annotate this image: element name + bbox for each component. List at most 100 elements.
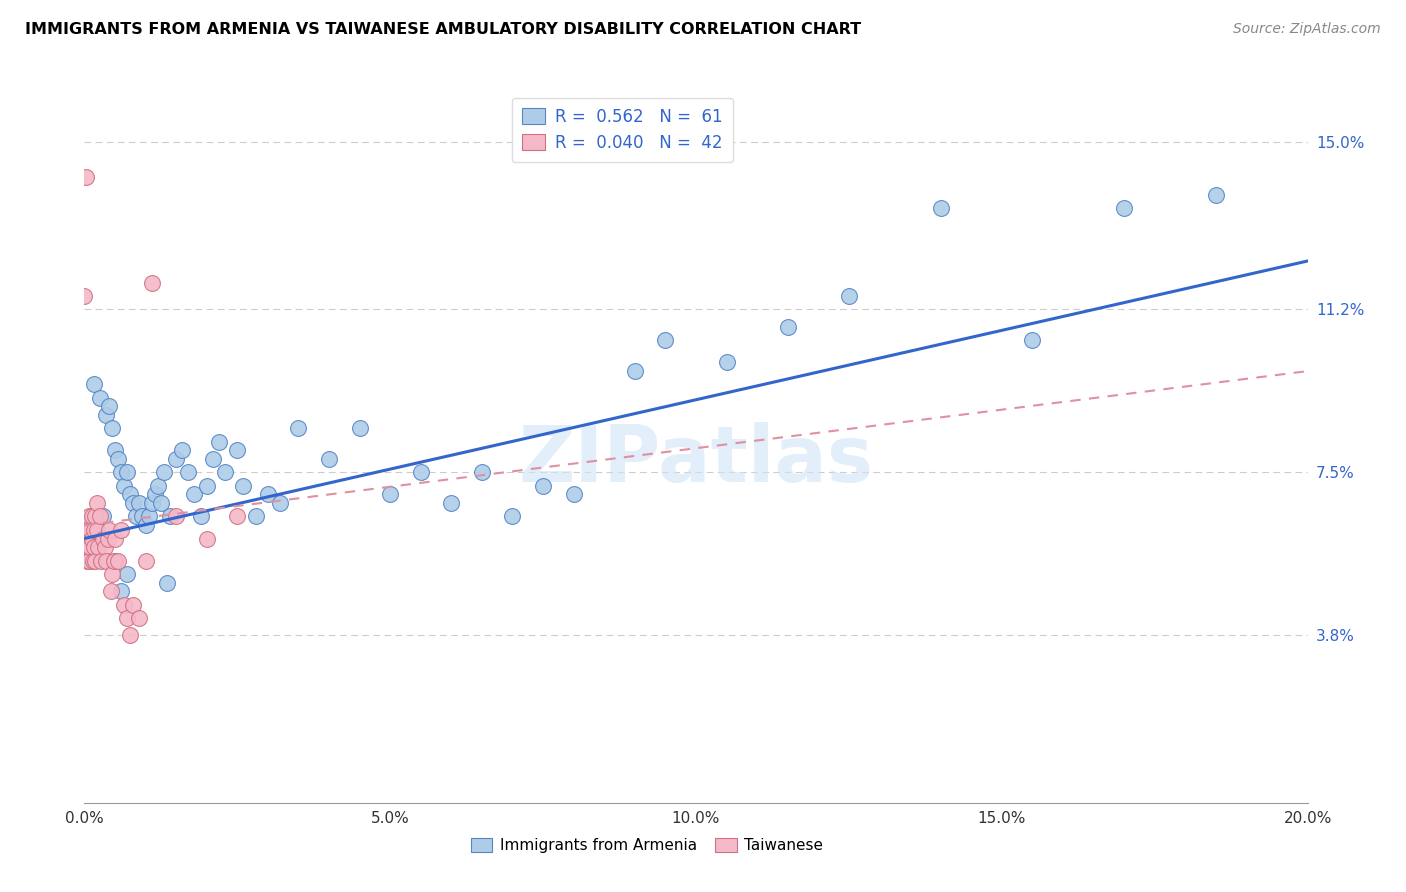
Point xyxy=(135,553,157,567)
Point xyxy=(153,466,176,480)
Point xyxy=(104,532,127,546)
Point xyxy=(80,509,103,524)
Point xyxy=(269,496,291,510)
Point xyxy=(77,509,100,524)
Point xyxy=(654,333,676,347)
Point xyxy=(80,532,103,546)
Point xyxy=(104,443,127,458)
Point xyxy=(131,509,153,524)
Point xyxy=(115,566,138,581)
Point xyxy=(76,541,98,555)
Point xyxy=(90,553,112,567)
Point xyxy=(776,320,799,334)
Point xyxy=(97,532,120,546)
Point xyxy=(89,391,111,405)
Point xyxy=(110,523,132,537)
Text: ZIPatlas: ZIPatlas xyxy=(519,422,873,499)
Point xyxy=(287,421,309,435)
Point xyxy=(91,532,114,546)
Point xyxy=(172,443,194,458)
Point xyxy=(77,532,100,546)
Point xyxy=(380,487,402,501)
Point xyxy=(100,584,122,599)
Point xyxy=(929,201,952,215)
Point xyxy=(83,377,105,392)
Point xyxy=(89,509,111,524)
Point xyxy=(156,575,179,590)
Point xyxy=(165,452,187,467)
Point xyxy=(471,466,494,480)
Point xyxy=(86,496,108,510)
Point xyxy=(1021,333,1043,347)
Point xyxy=(208,434,231,449)
Point xyxy=(83,523,105,537)
Point xyxy=(143,487,166,501)
Point xyxy=(120,628,142,642)
Point xyxy=(83,509,105,524)
Point xyxy=(94,553,117,567)
Point xyxy=(94,408,117,422)
Point xyxy=(125,509,148,524)
Point xyxy=(75,170,97,185)
Point xyxy=(716,355,738,369)
Point xyxy=(226,443,249,458)
Point xyxy=(122,496,145,510)
Point xyxy=(110,466,132,480)
Point xyxy=(112,598,135,612)
Point xyxy=(82,553,104,567)
Point xyxy=(103,553,125,567)
Point xyxy=(135,518,157,533)
Point xyxy=(75,532,97,546)
Point xyxy=(93,541,115,555)
Point xyxy=(531,478,554,492)
Point xyxy=(195,478,218,492)
Point xyxy=(190,509,212,524)
Point xyxy=(128,496,150,510)
Point xyxy=(149,496,172,510)
Point xyxy=(201,452,224,467)
Point xyxy=(75,523,97,537)
Point xyxy=(177,466,200,480)
Point xyxy=(245,509,267,524)
Point xyxy=(562,487,585,501)
Point xyxy=(141,276,163,290)
Point xyxy=(1114,201,1136,215)
Point xyxy=(79,523,101,537)
Point xyxy=(110,584,132,599)
Point xyxy=(86,523,108,537)
Point xyxy=(146,478,169,492)
Point xyxy=(76,553,98,567)
Point xyxy=(83,541,105,555)
Point xyxy=(120,487,142,501)
Point xyxy=(440,496,463,510)
Point xyxy=(107,452,129,467)
Point xyxy=(104,553,127,567)
Point xyxy=(409,466,432,480)
Point xyxy=(77,553,100,567)
Point xyxy=(838,289,860,303)
Point xyxy=(107,553,129,567)
Point xyxy=(159,509,181,524)
Point xyxy=(226,509,249,524)
Point xyxy=(1205,188,1227,202)
Point xyxy=(101,421,124,435)
Point xyxy=(91,509,114,524)
Point xyxy=(122,598,145,612)
Point xyxy=(128,611,150,625)
Point xyxy=(624,364,647,378)
Point xyxy=(195,532,218,546)
Point xyxy=(84,553,107,567)
Point xyxy=(214,466,236,480)
Point xyxy=(165,509,187,524)
Point xyxy=(97,523,120,537)
Point xyxy=(79,541,101,555)
Point xyxy=(97,400,120,414)
Point xyxy=(115,466,138,480)
Point xyxy=(141,496,163,510)
Point xyxy=(101,566,124,581)
Point xyxy=(349,421,371,435)
Text: IMMIGRANTS FROM ARMENIA VS TAIWANESE AMBULATORY DISABILITY CORRELATION CHART: IMMIGRANTS FROM ARMENIA VS TAIWANESE AMB… xyxy=(25,22,862,37)
Point xyxy=(87,541,110,555)
Point xyxy=(115,611,138,625)
Point xyxy=(183,487,205,501)
